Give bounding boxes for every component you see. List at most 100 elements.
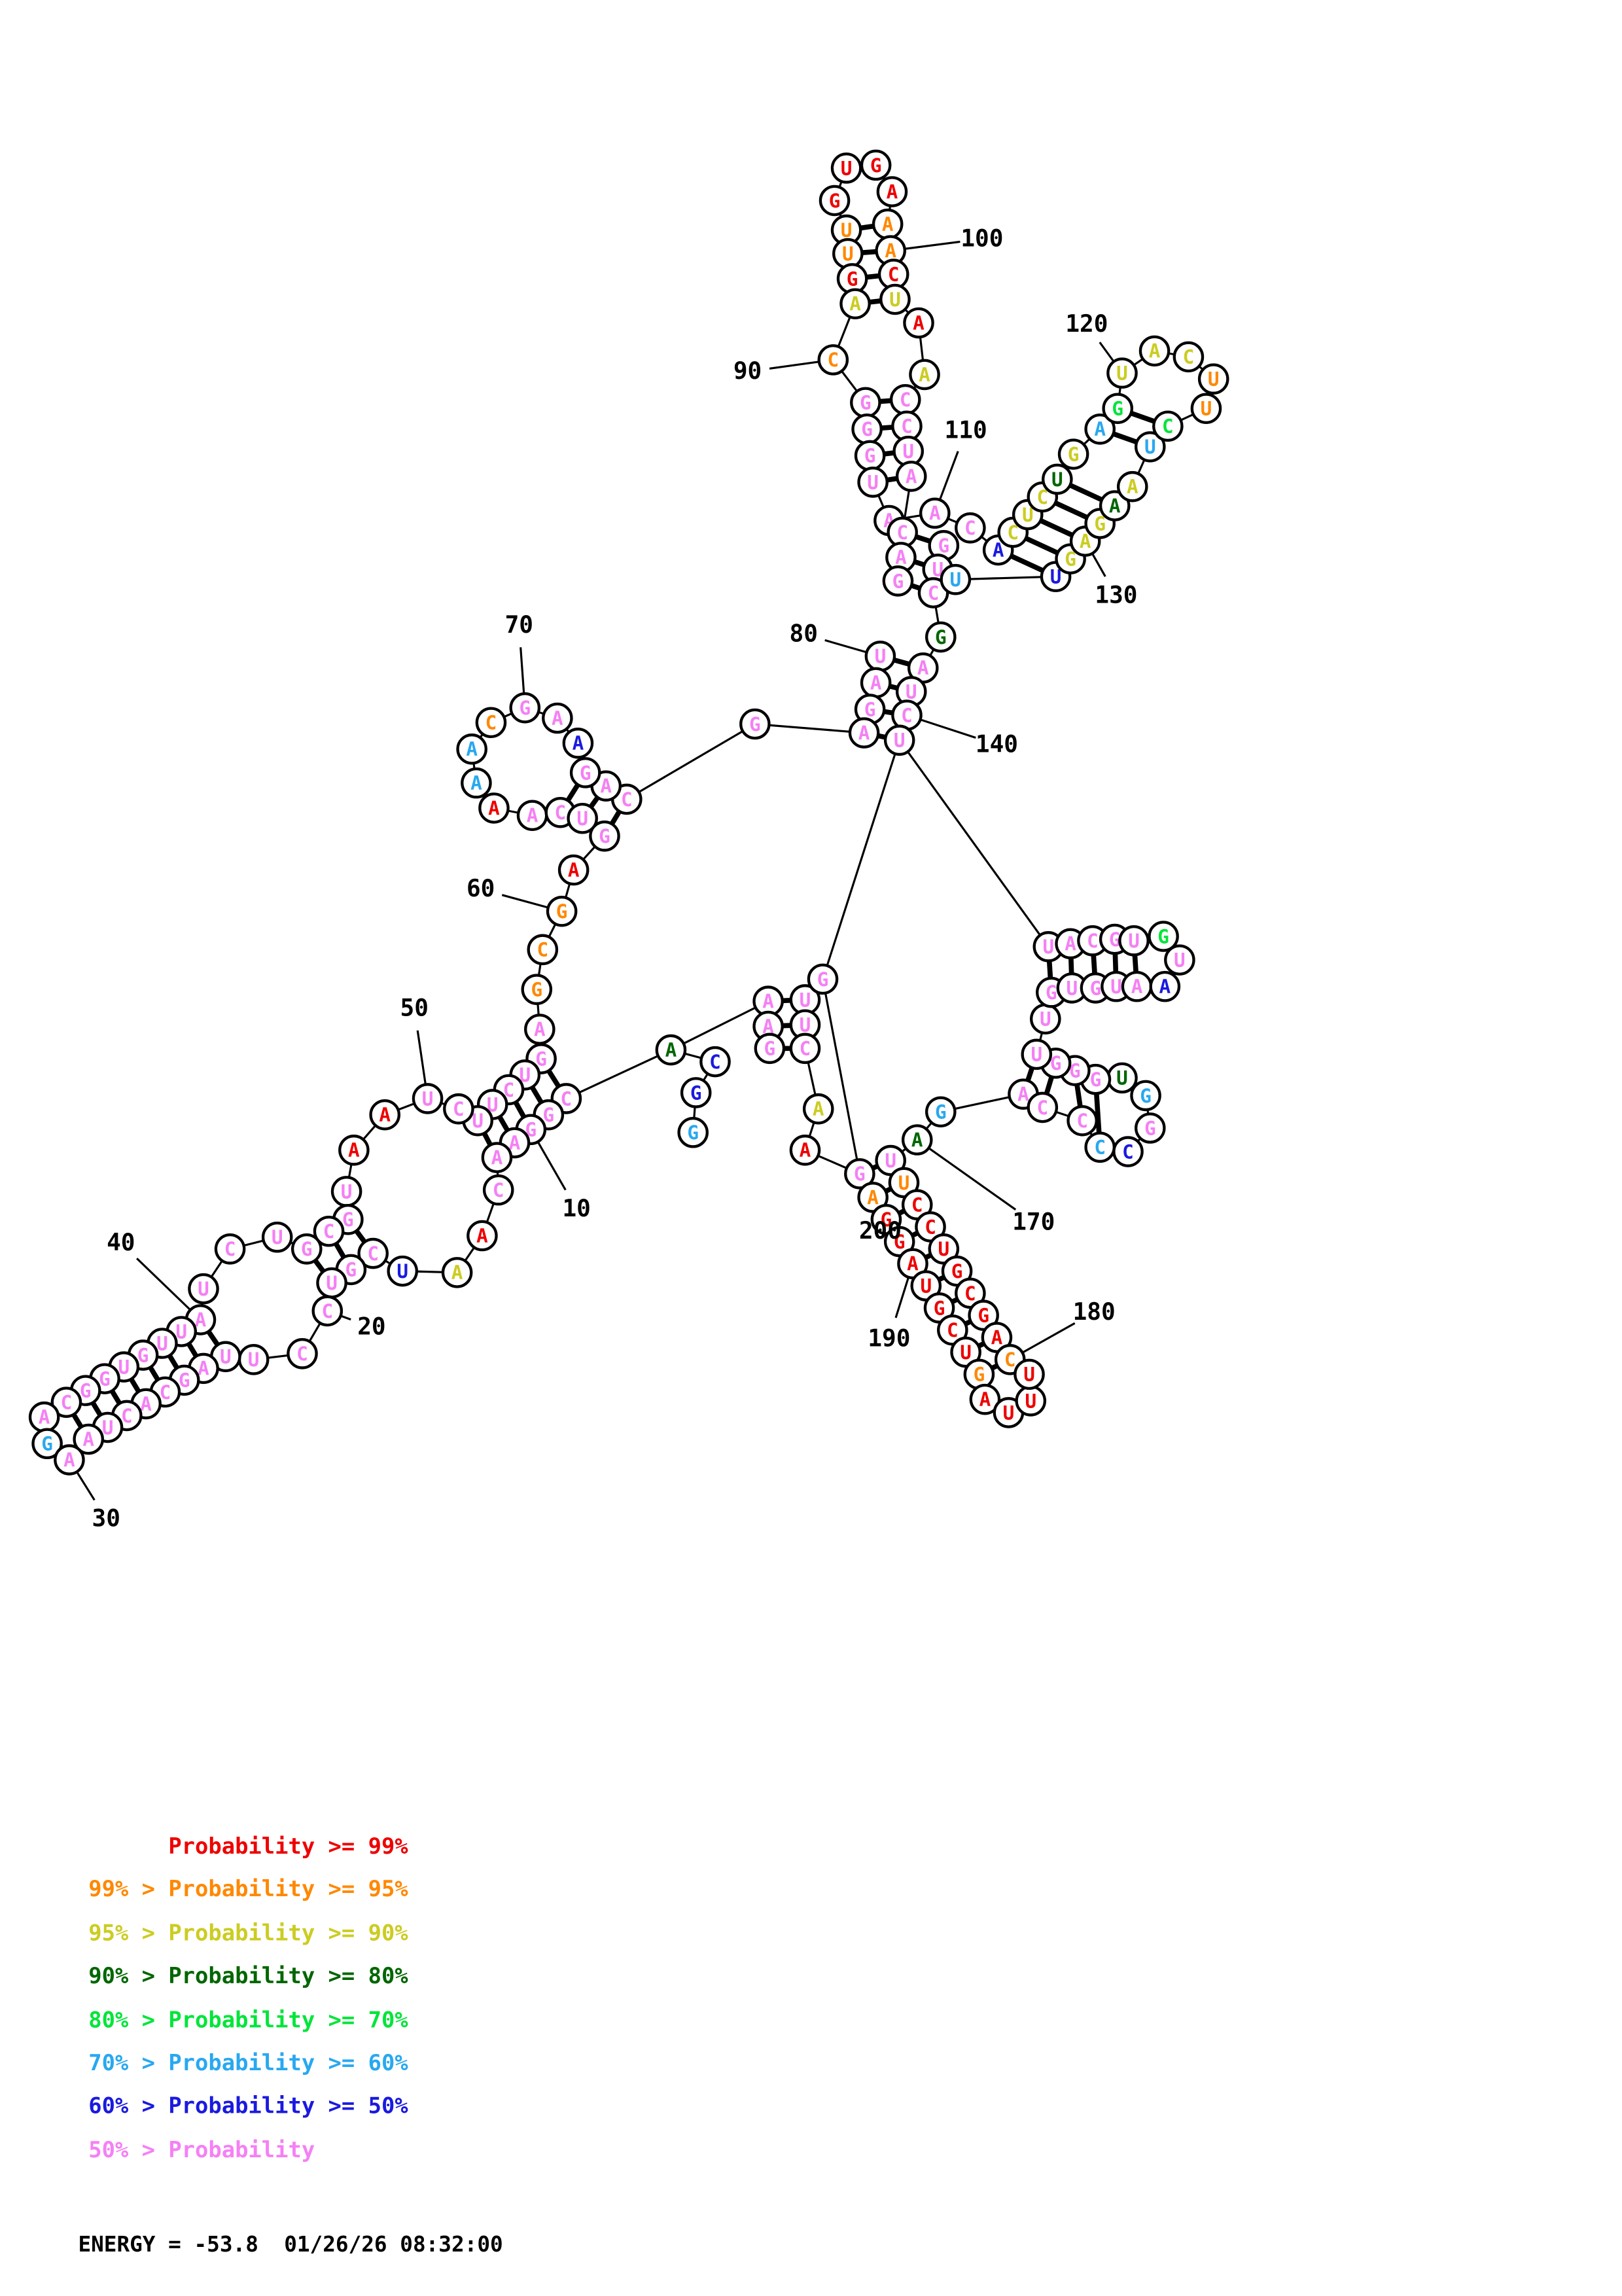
nucleotide-circle <box>287 1338 318 1369</box>
nucleotide-letter: A <box>466 738 478 760</box>
nucleotide-letter: U <box>1128 930 1140 952</box>
nucleotide-circle <box>1149 970 1181 1002</box>
nucleotide-circle <box>876 176 908 207</box>
nucleotide-letter: A <box>195 1309 207 1331</box>
nucleotide-circle <box>475 707 507 739</box>
probability-legend: Probability >= 99% 99% > Probability >= 9… <box>88 1826 408 2172</box>
position-label: 130 <box>1095 582 1137 609</box>
nucleotide-circle <box>214 1233 246 1265</box>
nucleotide-circle <box>313 1215 345 1247</box>
nucleotide-letter: A <box>993 539 1004 561</box>
nucleotide-circle <box>839 288 871 320</box>
nucleotide-letter: C <box>537 939 549 961</box>
nucleotide-letter: A <box>451 1262 463 1284</box>
nucleotide-letter: U <box>1051 468 1063 491</box>
nucleotide-circle <box>546 895 578 927</box>
backbone-link <box>626 723 756 800</box>
nucleotide-letter: C <box>925 1216 936 1238</box>
nucleotide-letter: G <box>978 1305 989 1327</box>
nucleotide-letter: C <box>224 1238 236 1260</box>
position-label: 70 <box>505 611 533 639</box>
nucleotide-circle <box>677 1116 709 1148</box>
position-label: 20 <box>357 1313 385 1341</box>
nucleotide-letter: A <box>600 775 612 798</box>
nucleotide-letter: A <box>906 465 917 487</box>
nucleotide-letter: A <box>762 991 774 1013</box>
position-label: 120 <box>1065 310 1108 338</box>
nucleotide-circle <box>1099 490 1131 521</box>
nucleotide-circle <box>73 1423 104 1455</box>
nucleotide-letter: G <box>864 445 876 467</box>
nucleotide-circle <box>412 1083 444 1114</box>
nucleotide-letter: G <box>1090 977 1102 999</box>
nucleotide-letter: A <box>140 1393 152 1415</box>
backbone-link <box>821 979 861 1174</box>
nucleotide-letter: U <box>576 807 588 830</box>
nucleotide-letter: G <box>531 979 542 1001</box>
nucleotide-letter: U <box>118 1356 130 1378</box>
nucleotide-letter: A <box>895 546 907 569</box>
nucleotide-circle <box>1116 470 1148 503</box>
nucleotide-letter: G <box>817 968 829 991</box>
position-label: 110 <box>945 416 987 444</box>
backbone-link <box>898 739 1049 947</box>
nucleotide-circle <box>925 621 957 653</box>
nucleotide-letter: U <box>1023 1364 1035 1386</box>
backbone-link <box>670 1000 769 1051</box>
nucleotide-letter: U <box>1050 566 1062 588</box>
nucleotide-circle <box>509 692 541 724</box>
nucleotide-letter: C <box>964 1282 976 1305</box>
nucleotide-circle <box>1106 357 1138 389</box>
nucleotide-letter: A <box>63 1449 75 1471</box>
nucleotide-letter: G <box>829 190 841 212</box>
nucleotide-letter: G <box>519 697 531 719</box>
nucleotide-letter: U <box>1208 368 1220 391</box>
nucleotide-circle <box>557 854 590 886</box>
position-label: 30 <box>92 1504 120 1532</box>
nucleotide-letter: C <box>367 1243 379 1265</box>
nucleotide-letter: A <box>887 181 898 203</box>
position-label: 170 <box>1012 1209 1055 1236</box>
nucleotide-circle <box>291 1233 323 1265</box>
nucleotide-circle <box>481 1142 513 1173</box>
nucleotide-circle <box>909 359 940 391</box>
nucleotide-letter: U <box>841 219 853 241</box>
legend-row: 80% > Probability >= 70% <box>88 2006 408 2033</box>
nucleotide-circle <box>441 1257 473 1288</box>
nucleotide-letter: G <box>1144 1117 1156 1139</box>
nucleotide-letter: C <box>900 389 911 411</box>
nucleotide-letter: A <box>665 1039 677 1061</box>
nucleotide-letter: A <box>885 239 896 262</box>
nucleotide-circle <box>901 1124 933 1156</box>
nucleotide-letter: A <box>488 797 500 819</box>
nucleotide-letter: U <box>1067 977 1078 999</box>
nucleotide-circle <box>443 1093 474 1125</box>
nucleotide-letter: A <box>1109 495 1121 517</box>
nucleotide-letter: G <box>687 1122 699 1144</box>
nucleotide-letter: G <box>1109 928 1121 951</box>
nucleotide-letter: C <box>61 1392 73 1414</box>
nucleotide-letter: U <box>1022 504 1034 526</box>
nucleotide-letter: U <box>842 243 854 265</box>
nucleotide-circle <box>482 1174 514 1206</box>
nucleotide-circle <box>1197 363 1229 395</box>
nucleotide-circle <box>1164 944 1195 976</box>
nucleotide-letter: A <box>491 1146 503 1169</box>
nucleotide-letter: U <box>841 157 853 179</box>
nucleotide-letter: C <box>1004 1349 1016 1371</box>
position-label: 40 <box>107 1229 135 1256</box>
nucleotide-circle <box>819 185 851 217</box>
nucleotide-letter: U <box>102 1417 114 1439</box>
nucleotide-letter: A <box>870 672 882 694</box>
nucleotide-letter: C <box>1122 1140 1134 1163</box>
nucleotide-letter: G <box>892 570 904 592</box>
nucleotide-letter: U <box>1116 362 1128 385</box>
nucleotide-letter: G <box>41 1433 53 1455</box>
nucleotide-letter: U <box>1144 436 1156 458</box>
nucleotide-letter: G <box>764 1038 776 1060</box>
nucleotide-letter: C <box>896 521 908 544</box>
nucleotide-circle <box>680 1077 712 1108</box>
nucleotide-letter: U <box>1110 976 1122 998</box>
nucleotide-letter: U <box>1040 1008 1051 1031</box>
